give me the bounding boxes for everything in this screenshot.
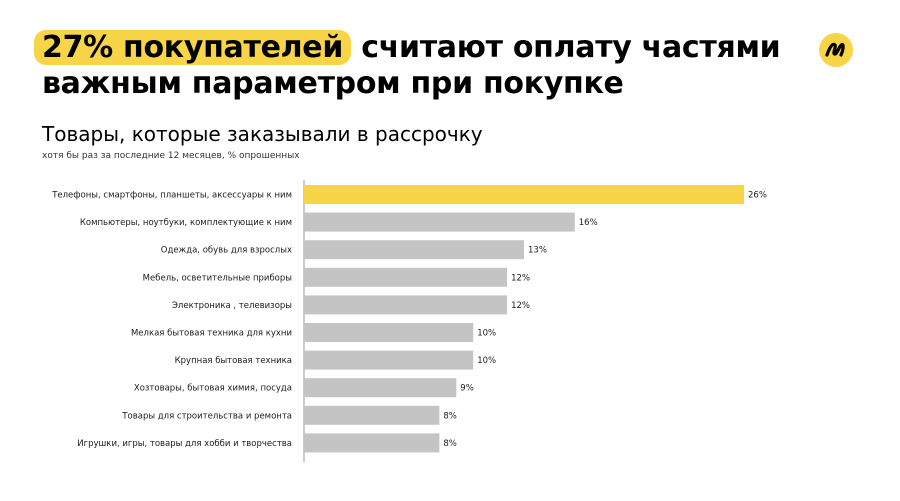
category-label: Электроника , телевизоры	[172, 301, 292, 311]
bar	[304, 378, 457, 398]
logo-mark-icon	[825, 42, 845, 57]
category-label: Мелкая бытовая техника для кухни	[131, 329, 292, 339]
category-label: Хозтовары, бытовая химия, посуда	[134, 384, 292, 394]
chart-subtitle: хотя бы раз за последние 12 месяцев, % о…	[42, 151, 300, 161]
value-label: 8%	[443, 439, 457, 449]
bar	[304, 323, 474, 342]
bar	[304, 240, 524, 260]
category-label: Мебель, осветительные приборы	[143, 273, 292, 283]
yandex-split-logo-icon	[819, 33, 853, 67]
bar	[304, 212, 575, 232]
value-label: 10%	[477, 329, 496, 339]
value-label: 26%	[748, 191, 767, 201]
value-label: 16%	[579, 218, 598, 228]
category-label: Телефоны, смартфоны, планшеты, аксессуар…	[51, 191, 292, 201]
bar	[304, 433, 440, 453]
value-label: 12%	[511, 301, 530, 311]
value-label: 13%	[528, 246, 547, 256]
category-label: Товары для строительства и ремонта	[121, 411, 292, 421]
category-label: Одежда, обувь для взрослых	[161, 246, 292, 256]
value-label: 10%	[477, 356, 496, 366]
chart-title: Товары, которые заказывали в рассрочку	[42, 122, 483, 146]
category-label: Крупная бытовая техника	[175, 356, 292, 366]
headline-text: считают оплату частями важным параметром…	[42, 30, 781, 101]
bar	[304, 267, 508, 287]
value-label: 12%	[511, 273, 530, 283]
value-label: 8%	[443, 411, 457, 421]
headline: 27% покупателей считают оплату частями в…	[34, 30, 802, 102]
category-label: Компьютеры, ноутбуки, комплектующие к ни…	[80, 218, 292, 228]
bar	[304, 350, 474, 370]
bar	[304, 295, 508, 315]
bar	[304, 405, 440, 425]
bar	[304, 185, 744, 204]
category-label: Игрушки, игры, товары для хобби и творче…	[77, 439, 292, 449]
value-label: 9%	[460, 384, 474, 394]
headline-highlight: 27% покупателей	[34, 30, 352, 65]
